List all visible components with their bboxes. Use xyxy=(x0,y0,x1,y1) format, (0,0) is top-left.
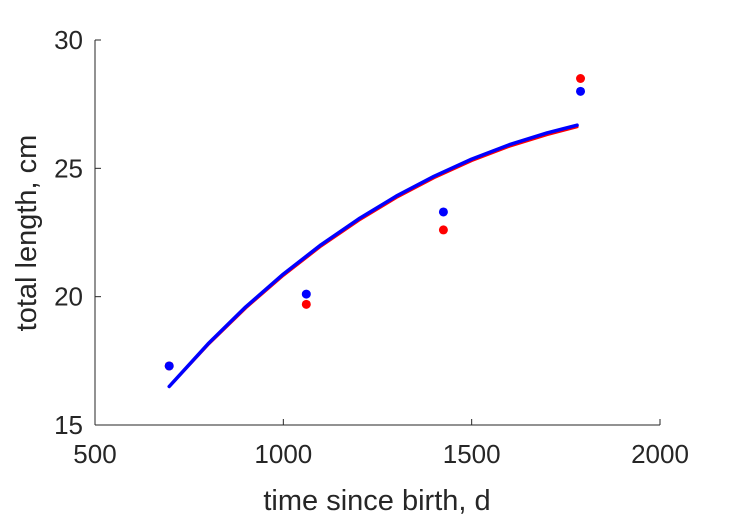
x-tick-label: 1000 xyxy=(254,439,312,469)
tick-labels: 500 1000 1500 2000 15 20 25 30 xyxy=(54,25,689,469)
data-point xyxy=(438,225,448,235)
series-line xyxy=(167,123,579,389)
x-tick-label: 1500 xyxy=(443,439,501,469)
y-axis-label: total length, cm xyxy=(11,135,43,332)
x-tick-label: 2000 xyxy=(631,439,689,469)
x-axis-label: time since birth, d xyxy=(263,485,490,517)
data-point xyxy=(164,361,174,371)
y-tick-label: 25 xyxy=(54,153,83,183)
y-tick-label: 30 xyxy=(54,25,83,55)
data-point xyxy=(438,207,448,217)
data-point xyxy=(301,289,311,299)
y-tick-label: 20 xyxy=(54,282,83,312)
series-line xyxy=(167,125,579,388)
x-tick-label: 500 xyxy=(73,439,116,469)
data-point xyxy=(576,86,586,96)
y-tick-label: 15 xyxy=(54,410,83,440)
axes xyxy=(94,39,661,426)
data-point xyxy=(576,74,586,83)
data-point xyxy=(301,299,311,309)
chart-marks xyxy=(164,74,586,389)
